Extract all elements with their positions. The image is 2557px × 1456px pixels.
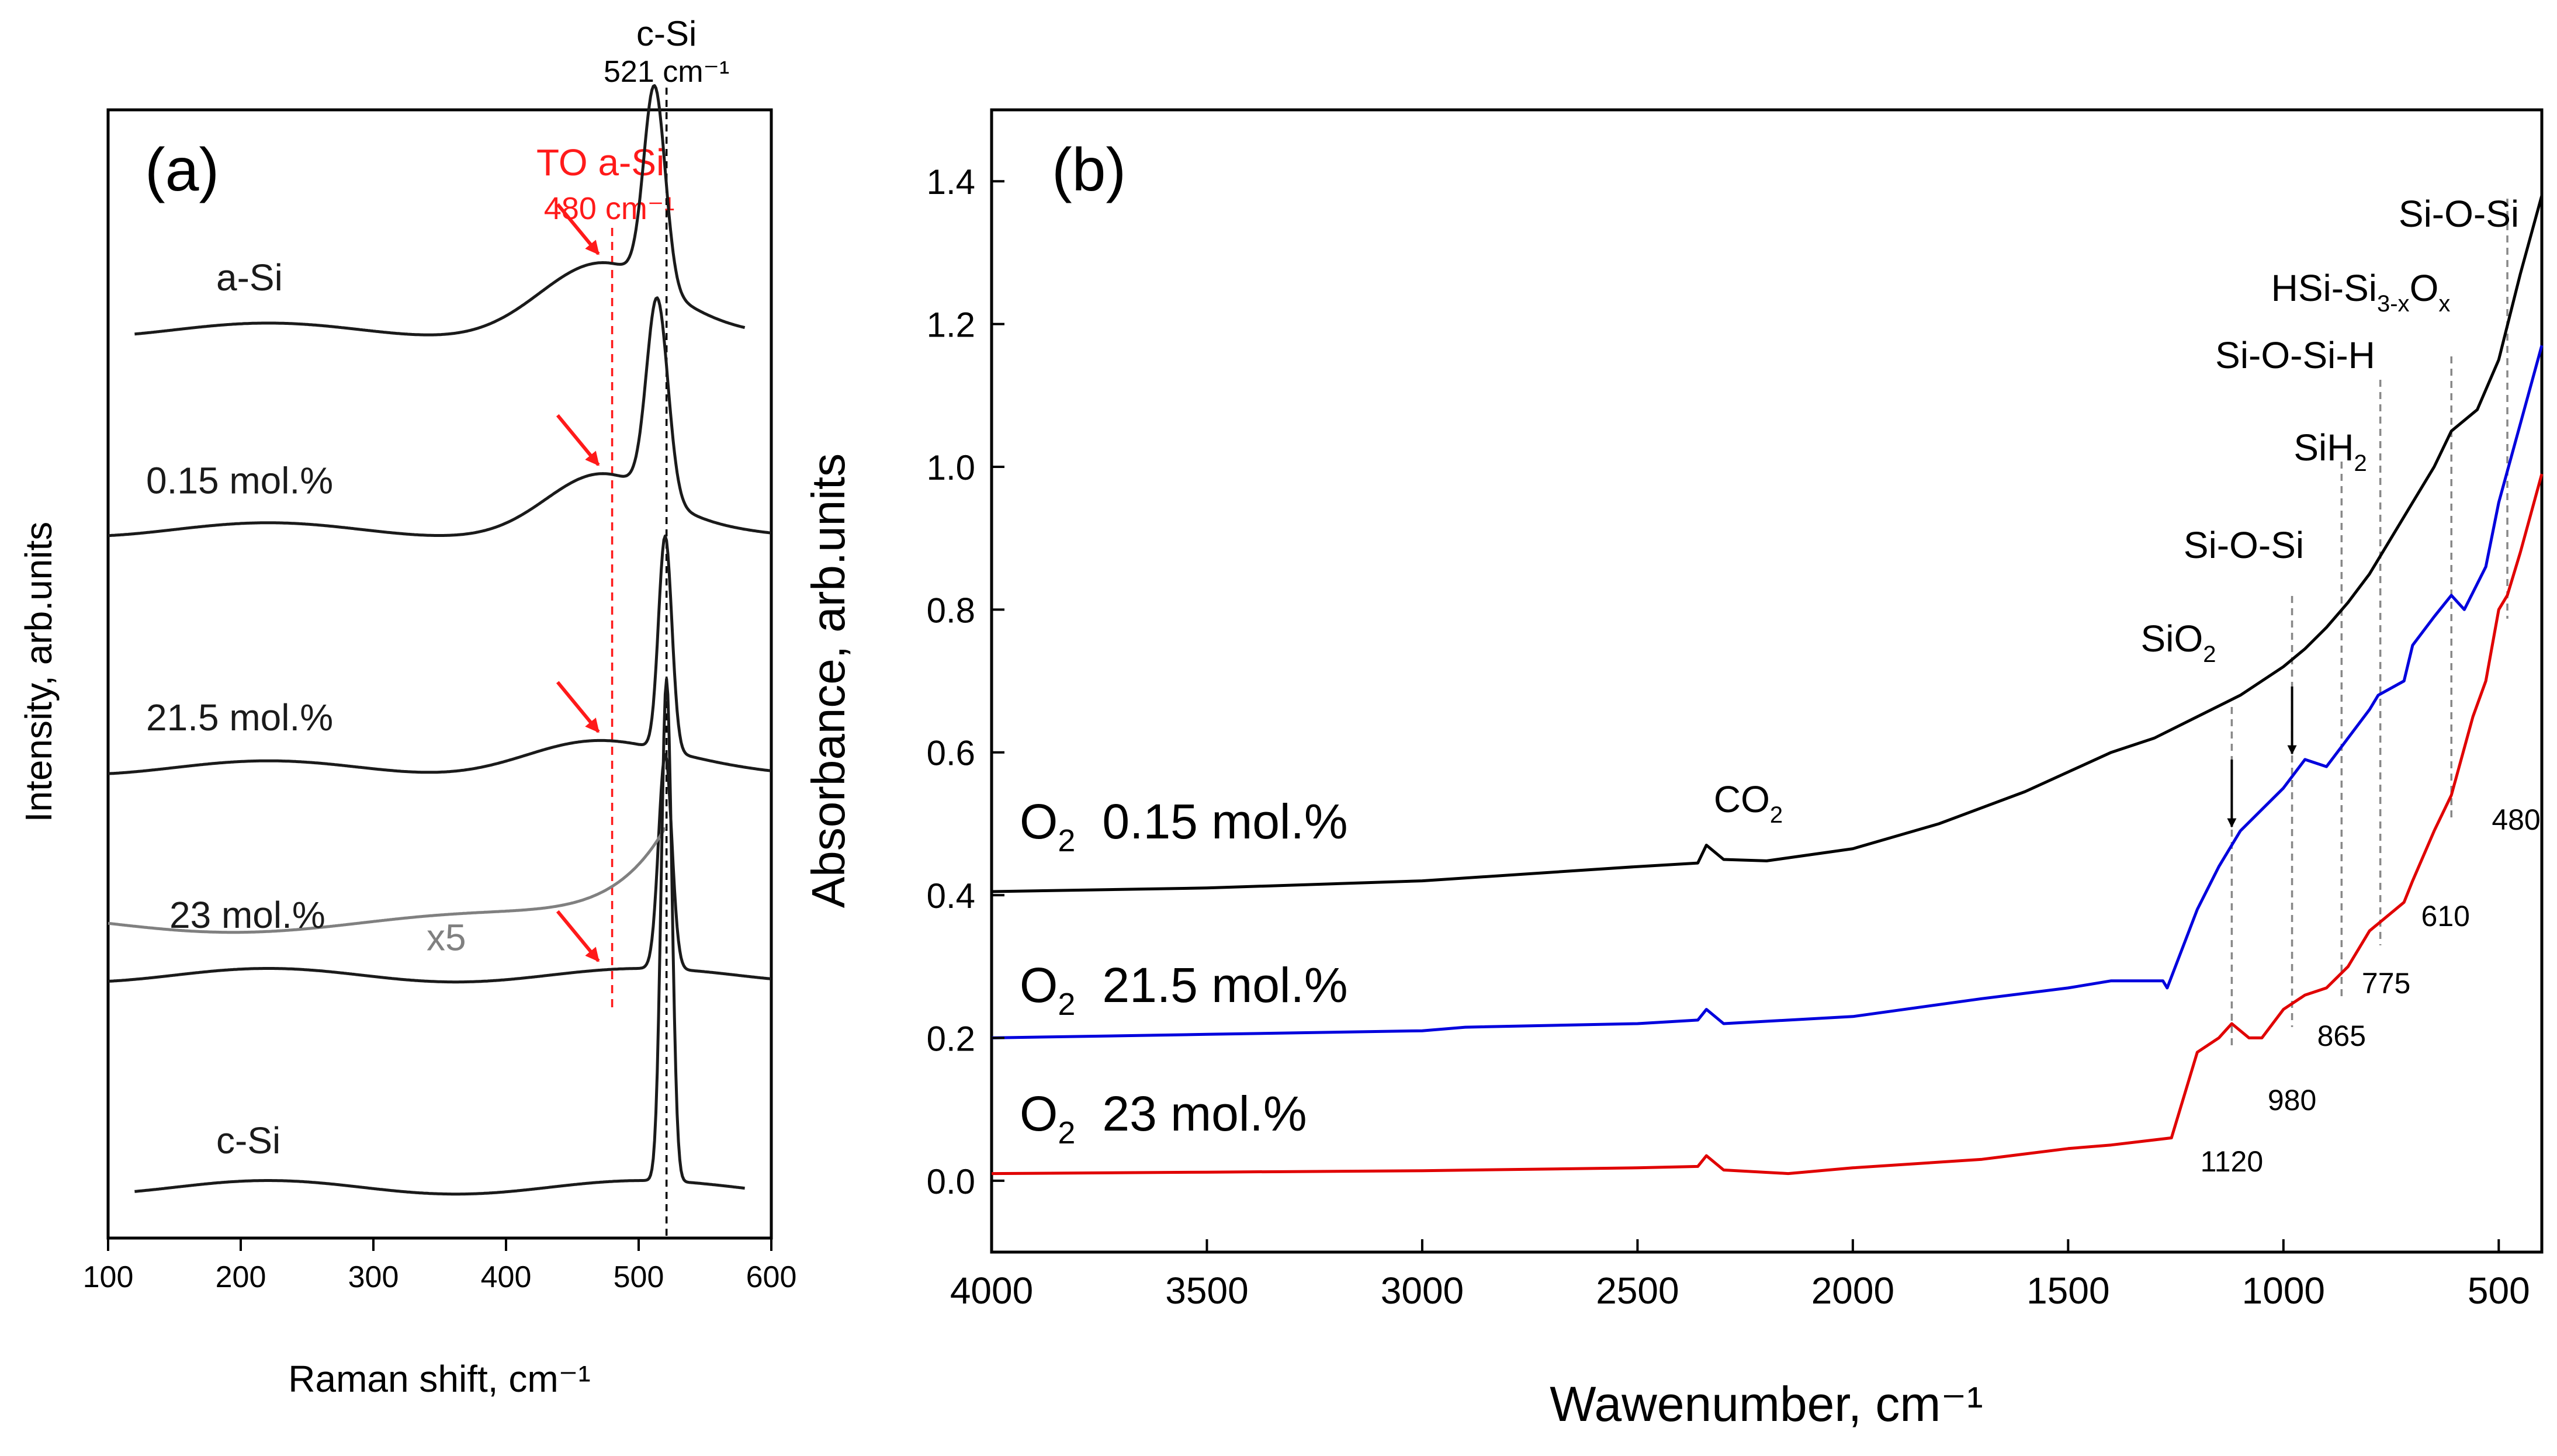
x-tick-label: 500 bbox=[2468, 1270, 2530, 1312]
x-tick-label: 300 bbox=[348, 1260, 399, 1294]
panel-a-top-annotation-line1: c-Si bbox=[636, 14, 697, 53]
series-label-23-mol: O2 23 mol.% bbox=[1020, 1086, 1307, 1150]
panel-b-plot-frame bbox=[990, 108, 2544, 1254]
series-x5-line bbox=[108, 827, 667, 934]
reference-value-610: 610 bbox=[2421, 900, 2470, 932]
y-tick-label: 1.0 bbox=[927, 448, 975, 487]
red-arrow bbox=[556, 203, 600, 255]
peak-label-si-o-si-980: Si-O-Si bbox=[2184, 524, 2304, 566]
red-arrow bbox=[556, 910, 600, 962]
panel-b-ylabel: Absorbance, arb.units bbox=[802, 453, 854, 908]
panel-a-plot-frame bbox=[106, 108, 773, 1240]
series-o-21-5-mol-line bbox=[991, 345, 2544, 1039]
panel-a: (a) c-Si 521 cm⁻¹ TO a-Si 480 cm⁻¹ a-Si0… bbox=[18, 14, 796, 1400]
x-tick-label: 1500 bbox=[2026, 1270, 2109, 1312]
x-tick-label: 3500 bbox=[1165, 1270, 1248, 1312]
x-tick-label: 200 bbox=[216, 1260, 266, 1294]
panel-a-ylabel: Intensity, arb.units bbox=[18, 522, 60, 823]
series-21-5-mol-line bbox=[108, 534, 772, 775]
reference-value-980: 980 bbox=[2268, 1084, 2316, 1117]
series-23-mol-label: 23 mol.% bbox=[169, 894, 325, 936]
series-label-21-5-mol: O2 21.5 mol.% bbox=[1020, 958, 1348, 1022]
reference-value-1120: 1120 bbox=[2201, 1145, 2264, 1178]
panel-a-xlabel: Raman shift, cm⁻¹ bbox=[288, 1358, 590, 1400]
y-tick-label: 0.2 bbox=[927, 1019, 975, 1058]
panel-b-peak-labels: Si-O-Si HSi-Si3-xOx Si-O-Si-H SiH2 Si-O-Si Si… bbox=[1714, 193, 2519, 828]
series-c-si-label: c-Si bbox=[216, 1119, 280, 1162]
panel-a-label: (a) bbox=[145, 136, 219, 204]
peak-label-hsi-si3-xox: HSi-Si3-xOx bbox=[2271, 267, 2451, 317]
panel-b-y-ticks: 0.0 0.2 0.4 0.6 0.8 1.0 1.2 1.4 bbox=[927, 162, 1004, 1201]
series-c-si-line bbox=[134, 677, 745, 1196]
peak-label-sih2: SiH2 bbox=[2293, 427, 2367, 476]
series-23-mol-line bbox=[108, 753, 772, 984]
panel-b-series bbox=[991, 195, 2544, 1176]
series-0-15-mol-line bbox=[108, 296, 772, 538]
x-tick-label: 2000 bbox=[1811, 1270, 1894, 1312]
series-a-si-line bbox=[134, 84, 746, 337]
y-tick-label: 0.4 bbox=[927, 876, 975, 916]
x-tick-label: 2500 bbox=[1596, 1270, 1679, 1312]
y-tick-label: 0.8 bbox=[927, 591, 975, 630]
series-x5-label: x5 bbox=[427, 917, 466, 959]
x-tick-label: 400 bbox=[481, 1260, 532, 1294]
panel-a-red-annotation-line2: 480 cm⁻¹ bbox=[544, 191, 675, 226]
x-tick-label: 500 bbox=[614, 1260, 664, 1294]
y-tick-label: 0.6 bbox=[927, 734, 975, 773]
x-tick-label: 600 bbox=[746, 1260, 797, 1294]
panel-a-series-labels: a-Si 0.15 mol.% 21.5 mol.% 23 mol.% x5 c-Si bbox=[146, 256, 466, 1162]
panel-a-top-annotation-line2: 521 cm⁻¹ bbox=[604, 55, 729, 89]
peak-label-sio2: SiO2 bbox=[2141, 618, 2216, 667]
x-tick-label: 4000 bbox=[950, 1270, 1033, 1312]
panel-b-series-labels: O2 0.15 mol.% O2 21.5 mol.% O2 23 mol.% bbox=[1020, 794, 1348, 1150]
reference-value-480: 480 bbox=[2492, 803, 2540, 836]
x-tick-label: 100 bbox=[83, 1260, 134, 1294]
y-tick-label: 1.2 bbox=[927, 306, 975, 345]
reference-value-775: 775 bbox=[2362, 967, 2410, 1000]
series-a-si-label: a-Si bbox=[216, 256, 283, 299]
red-arrow bbox=[556, 414, 600, 466]
reference-value-865: 865 bbox=[2317, 1020, 2366, 1052]
peak-label-si-o-si-h: Si-O-Si-H bbox=[2215, 334, 2375, 376]
x-tick-label: 1000 bbox=[2242, 1270, 2325, 1312]
series-21-5-mol-label: 21.5 mol.% bbox=[146, 696, 333, 739]
panel-b-label: (b) bbox=[1052, 136, 1126, 204]
peak-label-si-o-si-480: Si-O-Si bbox=[2399, 193, 2519, 235]
x-tick-label: 3000 bbox=[1381, 1270, 1464, 1312]
panel-b-xlabel: Wawenumber, cm⁻¹ bbox=[1550, 1377, 1983, 1431]
series-o-0-15-mol-line bbox=[991, 195, 2544, 893]
y-tick-label: 0.0 bbox=[927, 1162, 975, 1201]
panel-b-x-ticks: 4000 3500 3000 2500 2000 1500 1000 500 bbox=[950, 1239, 2530, 1312]
series-0-15-mol-label: 0.15 mol.% bbox=[146, 460, 333, 502]
peak-label-co2: CO2 bbox=[1714, 778, 1783, 828]
y-tick-label: 1.4 bbox=[927, 162, 975, 202]
panel-a-series bbox=[108, 84, 772, 1238]
series-label-0-15-mol: O2 0.15 mol.% bbox=[1020, 794, 1348, 858]
panel-a-x-ticks: 100 200 300 400 500 600 bbox=[83, 1238, 797, 1294]
red-arrow bbox=[556, 681, 600, 733]
series-o-23-mol-line bbox=[991, 473, 2544, 1176]
